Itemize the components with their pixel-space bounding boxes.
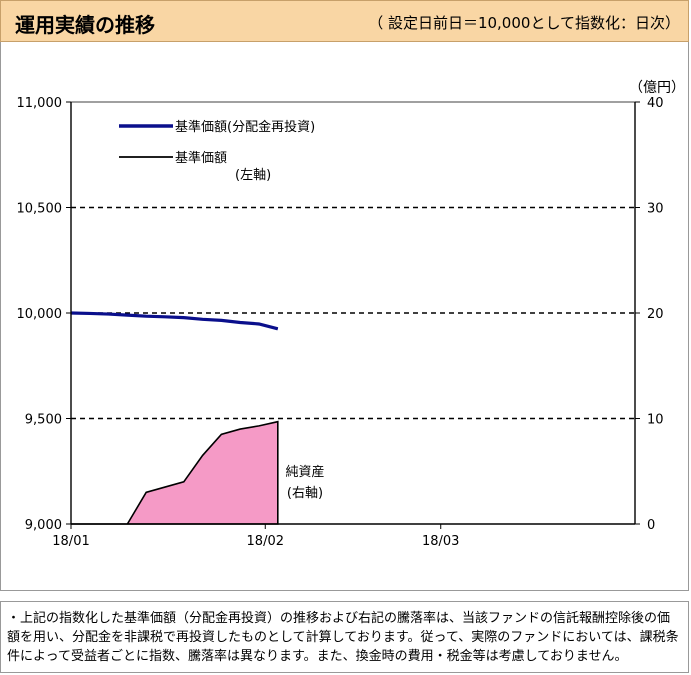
legend-label-nav: 基準価額 xyxy=(175,150,227,166)
performance-chart: 9,000 9,500 10,000 10,500 11,000 0 10 20 30 40（億円… xyxy=(17,80,686,549)
left-tick-label: 9,000 xyxy=(25,518,62,533)
legend-axis-note: (左軸) xyxy=(235,168,271,183)
legend-label-nav-reinvest: 基準価額(分配金再投資) xyxy=(175,119,315,135)
x-tick-label: 18/01 xyxy=(52,534,89,549)
chart-subtitle: （ 設定日前日＝10,000として指数化：日次） xyxy=(368,14,680,32)
left-tick-label: 11,000 xyxy=(17,96,63,111)
chart-frame: 9,000 9,500 10,000 10,500 11,000 0 10 20 30 40 （億円… xyxy=(0,42,689,591)
net-assets-axis-note: (右軸) xyxy=(287,486,323,501)
nav-reinvest-line xyxy=(70,311,279,331)
chart-title: 運用実績の推移 xyxy=(15,13,155,37)
left-tick-label: 10,000 xyxy=(17,307,63,322)
net-assets-label: 純資産 xyxy=(285,464,324,480)
right-tick-label: 0 xyxy=(647,518,655,533)
net-assets-area xyxy=(71,420,279,525)
x-tick-label: 18/03 xyxy=(422,534,459,549)
right-tick-label: 20 xyxy=(647,307,664,322)
disclaimer-text: ・上記の指数化した基準価額（分配金再投資）の推移および右記の騰落率は、当該ファン… xyxy=(7,611,679,664)
right-tick-label: 40 xyxy=(647,96,664,111)
chart-header: 運用実績の推移 （ 設定日前日＝10,000として指数化：日次） xyxy=(0,0,689,42)
right-tick-label: 10 xyxy=(647,413,664,428)
right-axis-unit: （億円） xyxy=(629,80,685,96)
disclaimer-note: ・上記の指数化した基準価額（分配金再投資）の推移および右記の騰落率は、当該ファン… xyxy=(0,601,689,673)
right-tick-label: 30 xyxy=(647,202,664,217)
left-tick-label: 10,500 xyxy=(17,202,63,217)
left-tick-label: 9,500 xyxy=(25,413,62,428)
x-tick-label: 18/02 xyxy=(247,534,284,549)
